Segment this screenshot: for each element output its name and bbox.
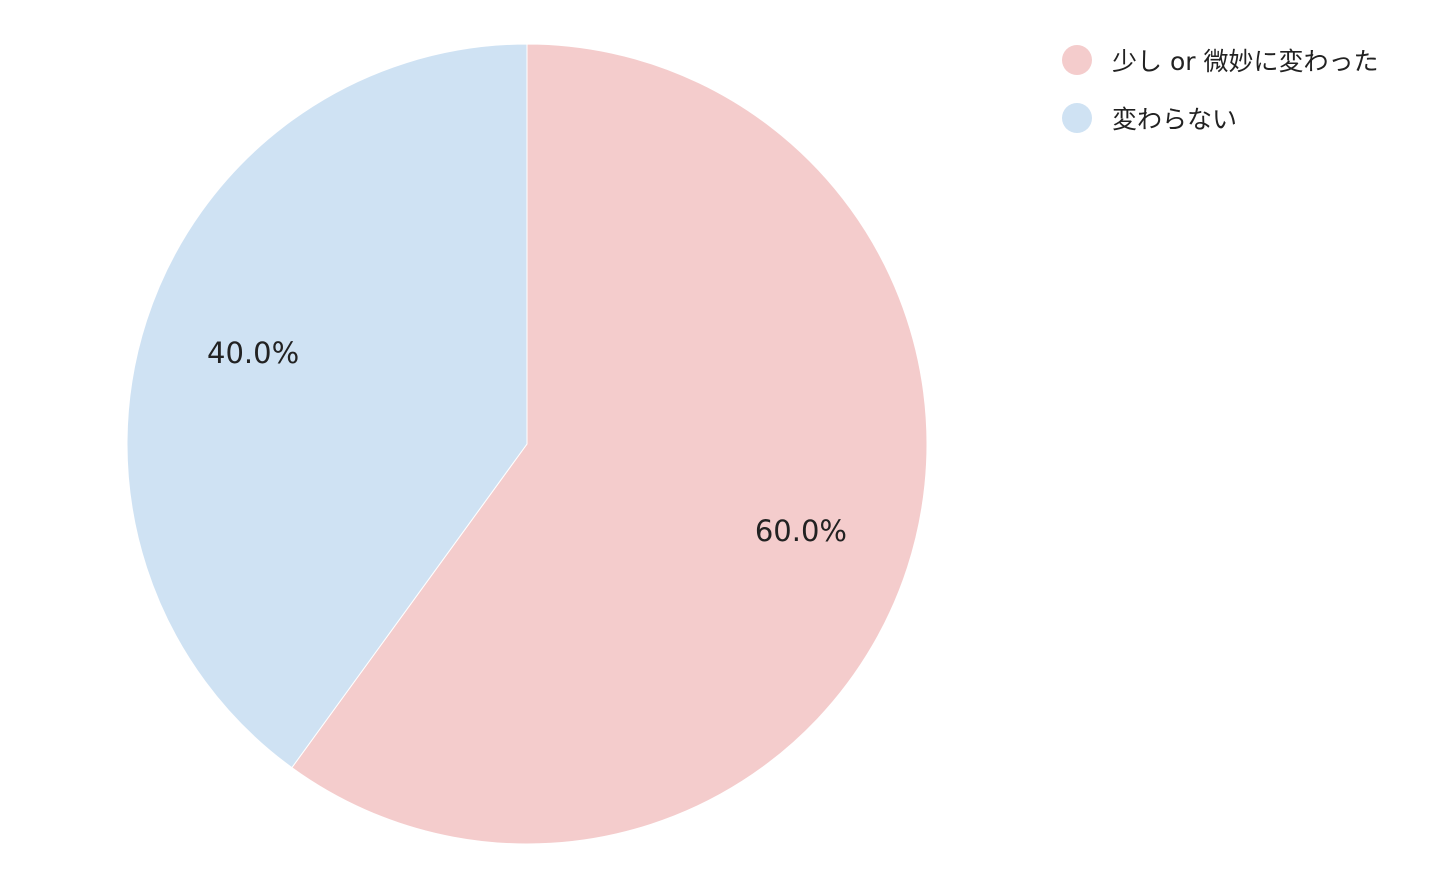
- pie-slice-label-1: 40.0%: [207, 336, 299, 370]
- pie-slice-1: [126, 43, 528, 769]
- legend-label-1: 変わらない: [1112, 105, 1238, 134]
- legend: 少し or 微妙に変わった 変わらない: [1062, 42, 1378, 158]
- legend-item-1: 変わらない: [1062, 100, 1378, 136]
- legend-item-0: 少し or 微妙に変わった: [1062, 42, 1378, 78]
- legend-swatch-1: [1062, 103, 1092, 133]
- legend-swatch-0: [1062, 45, 1092, 75]
- pie-slice-0: [291, 43, 928, 845]
- legend-label-0: 少し or 微妙に変わった: [1112, 47, 1379, 76]
- pie-slices: [126, 43, 928, 845]
- pie-slice-label-0: 60.0%: [755, 514, 847, 548]
- pie-slice-labels: 60.0% 40.0%: [207, 336, 847, 548]
